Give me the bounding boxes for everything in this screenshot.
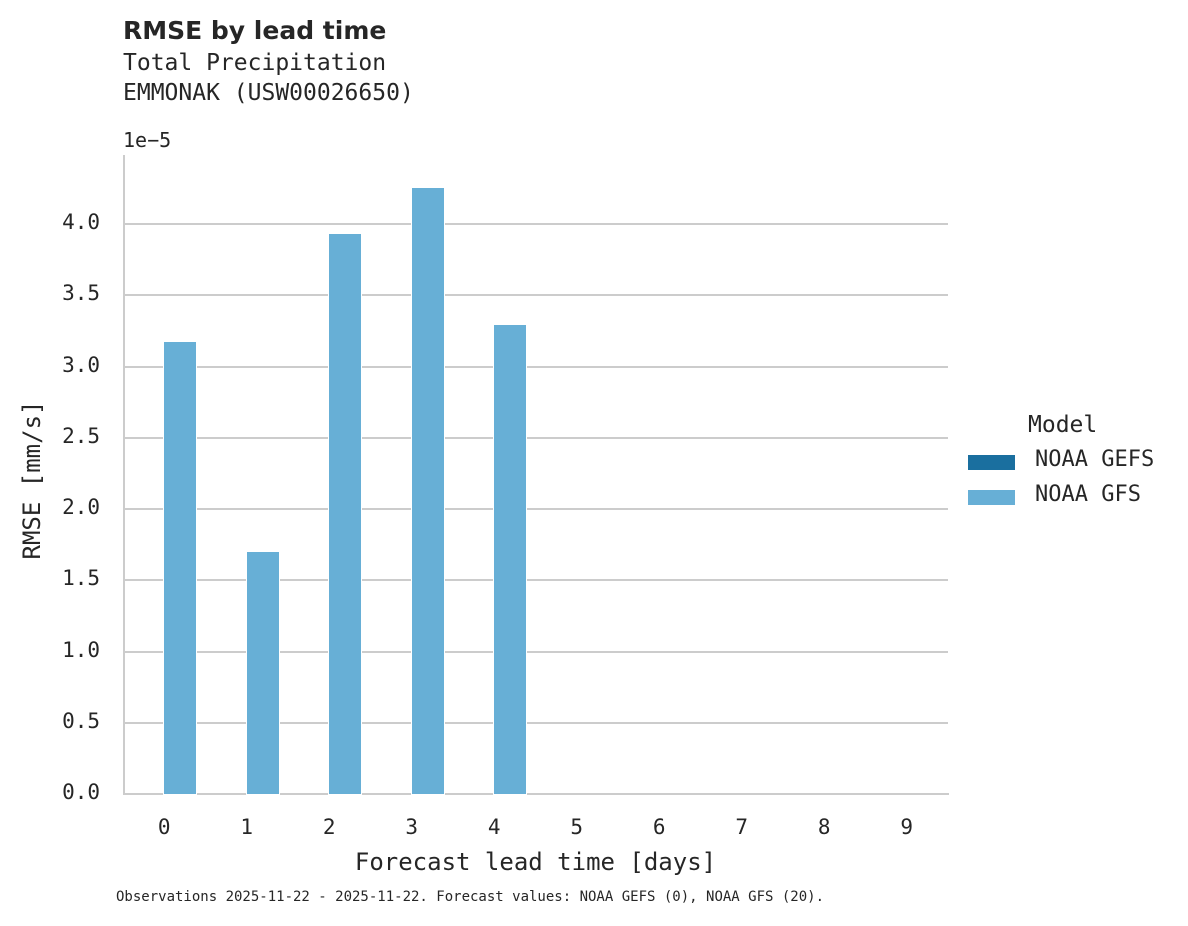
gridline — [123, 223, 948, 225]
gridline — [123, 508, 948, 510]
plot-area — [123, 155, 949, 795]
gridline — [123, 650, 948, 653]
y-tick-label: 0.0 — [62, 780, 100, 804]
chart-subtitle-variable: Total Precipitation — [123, 50, 387, 76]
y-tick-label: 4.0 — [62, 210, 100, 234]
gridline — [123, 365, 948, 368]
bar-noaa-gfs — [246, 551, 279, 794]
x-tick-label: 5 — [570, 815, 584, 839]
x-tick-label: 0 — [157, 815, 171, 839]
y-offset-label: 1e−5 — [123, 128, 172, 152]
legend-label-gfs: NOAA GFS — [1035, 482, 1141, 507]
x-axis-label: Forecast lead time [days] — [354, 848, 717, 876]
y-tick-label: 1.0 — [62, 637, 100, 662]
footnote: Observations 2025-11-22 - 2025-11-22. Fo… — [116, 889, 825, 905]
y-axis-label: RMSE [mm/s] — [18, 400, 46, 560]
gridline — [123, 436, 948, 439]
y-tick-label: 2.5 — [62, 423, 100, 448]
legend-swatch-gfs — [968, 490, 1015, 505]
y-tick-label: 2.0 — [62, 495, 100, 519]
gridline — [123, 294, 948, 297]
x-tick-label: 3 — [405, 815, 419, 839]
y-axis-line — [123, 155, 125, 795]
legend-swatch-gefs — [968, 455, 1015, 470]
bar-noaa-gfs — [494, 325, 527, 794]
x-tick-label: 2 — [322, 815, 336, 839]
x-tick-label: 6 — [652, 815, 666, 839]
gridline — [123, 721, 948, 724]
y-tick-label: 1.5 — [62, 566, 100, 591]
x-tick-label: 7 — [735, 815, 749, 839]
y-tick-label: 3.5 — [62, 281, 100, 306]
bar-noaa-gfs — [411, 188, 444, 794]
x-axis-line — [123, 793, 949, 795]
x-tick-label: 1 — [240, 815, 254, 839]
legend-title: Model — [1028, 412, 1098, 438]
x-tick-label: 4 — [487, 815, 501, 839]
y-tick-label: 3.0 — [62, 352, 100, 377]
chart-title: RMSE by lead time — [123, 16, 387, 45]
x-tick-label: 9 — [900, 815, 914, 839]
chart-subtitle-station: EMMONAK (USW00026650) — [123, 80, 414, 106]
legend-label-gefs: NOAA GEFS — [1035, 447, 1155, 472]
bar-noaa-gfs — [329, 233, 362, 794]
gridline — [123, 579, 948, 582]
bar-noaa-gfs — [164, 342, 197, 794]
x-tick-label: 8 — [817, 815, 831, 839]
y-tick-label: 0.5 — [62, 708, 100, 733]
